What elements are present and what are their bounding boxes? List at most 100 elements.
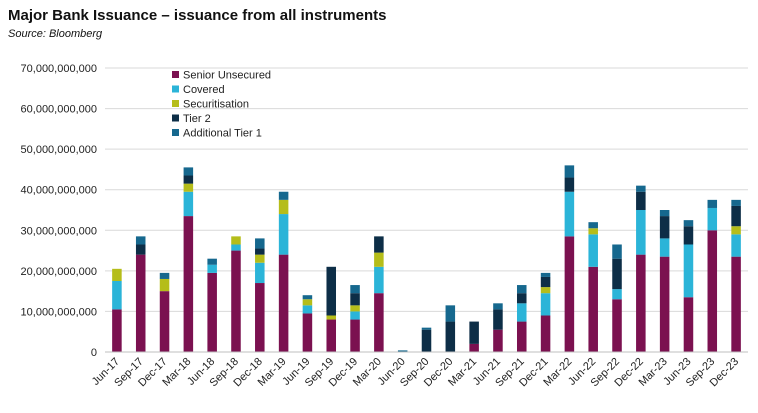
bar-segment: [445, 321, 456, 352]
bar-segment: [516, 285, 527, 294]
legend-label: Tier 2: [183, 113, 211, 125]
bar-segment: [302, 295, 313, 300]
bar-segment: [326, 266, 337, 316]
bar-segment: [183, 191, 194, 217]
bar-segment: [683, 226, 694, 245]
bar-segment: [612, 258, 622, 290]
bar-segment: [255, 238, 265, 249]
bar-segment: [516, 321, 527, 352]
bar-segment: [255, 283, 265, 352]
bar-segment: [659, 210, 670, 217]
bar-segment: [493, 329, 503, 352]
bar-segment: [493, 303, 503, 310]
bar-segment: [469, 343, 479, 352]
legend-swatch: [172, 100, 179, 107]
bar-segment: [302, 305, 313, 314]
bar-segment: [374, 293, 384, 352]
bar-segment: [350, 285, 360, 294]
legend-label: Securitisation: [183, 99, 249, 111]
bar-segment: [588, 266, 598, 352]
bar-segment: [374, 236, 384, 253]
bar-segment: [159, 272, 170, 279]
bar-segment: [183, 216, 194, 352]
bar-segment: [183, 183, 194, 192]
legend-label: Additional Tier 1: [183, 128, 262, 140]
y-tick-label: 20,000,000,000: [21, 266, 97, 278]
y-axis-tick-labels: 0 10,000,000,000 20,000,000,000 30,000,000,…: [21, 63, 97, 359]
bar-segment: [540, 276, 551, 288]
bar-segment: [231, 236, 241, 245]
bar-segment: [636, 191, 646, 210]
legend-swatch: [172, 114, 179, 122]
bar-segment: [612, 299, 622, 352]
bar-segment: [707, 207, 718, 231]
bar-segment: [564, 236, 575, 352]
bar-segment: [350, 305, 360, 312]
bar-segment: [731, 205, 741, 227]
bar-segment: [588, 228, 598, 235]
bar-segment: [231, 250, 241, 352]
bar-segment: [255, 262, 265, 284]
legend-swatch: [172, 129, 179, 136]
bar-segment: [731, 199, 741, 206]
y-tick-label: 0: [91, 347, 97, 359]
bar-segment: [326, 315, 337, 320]
y-tick-label: 10,000,000,000: [21, 306, 97, 318]
bars: [112, 165, 741, 352]
bar-segment: [731, 226, 741, 235]
bar-segment: [445, 305, 456, 322]
bar-segment: [683, 297, 694, 352]
bar-segment: [255, 254, 265, 263]
bar-segment: [278, 214, 289, 255]
bar-segment: [540, 272, 551, 277]
y-tick-label: 30,000,000,000: [21, 225, 97, 237]
bar-segment: [564, 177, 575, 192]
bar-segment: [183, 175, 194, 184]
bar-segment: [564, 191, 575, 237]
bar-segment: [278, 199, 289, 215]
legend-label: Senior Unsecured: [183, 70, 271, 82]
bar-segment: [135, 236, 146, 245]
bar-segment: [564, 165, 575, 178]
bar-segment: [588, 222, 598, 229]
bar-segment: [612, 289, 622, 300]
y-tick-label: 70,000,000,000: [21, 63, 97, 75]
bar-segment: [493, 309, 503, 330]
bar-segment: [302, 313, 313, 352]
bar-segment: [540, 287, 551, 294]
bar-segment: [278, 191, 289, 200]
legend-swatch: [172, 85, 179, 93]
bar-segment: [374, 252, 384, 267]
chart-title: Major Bank Issuance – issuance from all …: [8, 7, 387, 24]
bar-segment: [302, 299, 313, 306]
legend-label: Covered: [183, 84, 225, 96]
bar-segment: [731, 256, 741, 352]
legend-swatch: [172, 71, 179, 78]
bar-segment: [731, 234, 741, 257]
legend: Senior Unsecured Covered Securitisation Tie…: [172, 70, 271, 140]
bar-segment: [516, 293, 527, 304]
bar-segment: [207, 264, 217, 273]
bar-segment: [183, 167, 194, 176]
bar-segment: [159, 291, 170, 352]
bar-segment: [159, 278, 170, 292]
bar-segment: [421, 329, 432, 352]
bar-segment: [135, 244, 146, 255]
bar-segment: [659, 216, 670, 239]
bar-segment: [397, 350, 408, 352]
bar-segment: [588, 234, 598, 267]
bar-segment: [350, 293, 360, 306]
bar-segment: [636, 210, 646, 255]
bar-segment: [112, 309, 122, 352]
bar-segment: [612, 244, 622, 259]
y-tick-label: 40,000,000,000: [21, 185, 97, 197]
x-axis-tick-labels: Jun-17Sep-17Dec-17Mar-18Jun-18Sep-18Dec-…: [90, 356, 741, 390]
bar-segment: [540, 293, 551, 316]
bar-segment: [659, 238, 670, 257]
y-tick-label: 60,000,000,000: [21, 104, 97, 116]
bar-segment: [207, 258, 217, 265]
bar-segment: [112, 281, 122, 310]
bar-segment: [231, 244, 241, 251]
bar-segment: [255, 248, 265, 255]
